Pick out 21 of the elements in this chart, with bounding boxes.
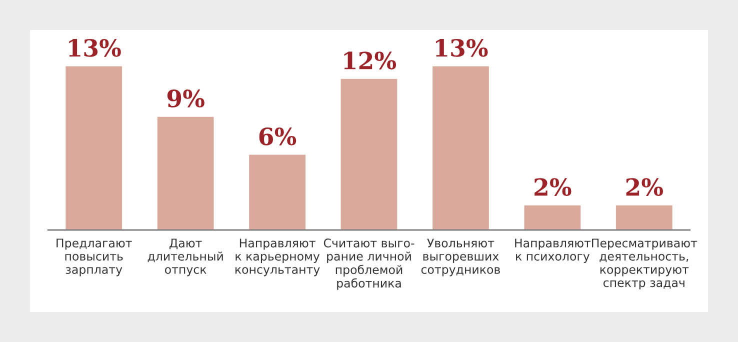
data-label: 13% <box>436 38 488 57</box>
bar <box>431 64 490 230</box>
bar <box>614 204 674 230</box>
x-tick-label: Направляют к психологу <box>515 238 591 263</box>
data-label: 6% <box>259 128 296 146</box>
x-tick-label: Пересматривают деятельность, корректируют спектр задач <box>592 238 698 290</box>
data-label: 2% <box>626 178 663 196</box>
data-label: 2% <box>534 178 572 196</box>
data-label: 9% <box>167 90 204 108</box>
x-tick-label: Считают выго- рание личной проблемой работника <box>324 238 414 290</box>
x-tick-label: Увольняют выгоревших сотрудников <box>421 238 500 276</box>
data-label: 13% <box>69 38 121 57</box>
x-tick-label: Направляют к карьерному консультанту <box>235 238 320 276</box>
x-tick-label: Дают длительный отпуск <box>148 238 223 276</box>
x-tick-label: Предлагают повысить зарплату <box>56 238 132 276</box>
data-label: 12% <box>344 52 396 70</box>
bar <box>156 115 216 230</box>
bar <box>64 64 124 230</box>
bar <box>248 153 307 230</box>
bar <box>339 78 399 230</box>
bar <box>522 204 582 230</box>
